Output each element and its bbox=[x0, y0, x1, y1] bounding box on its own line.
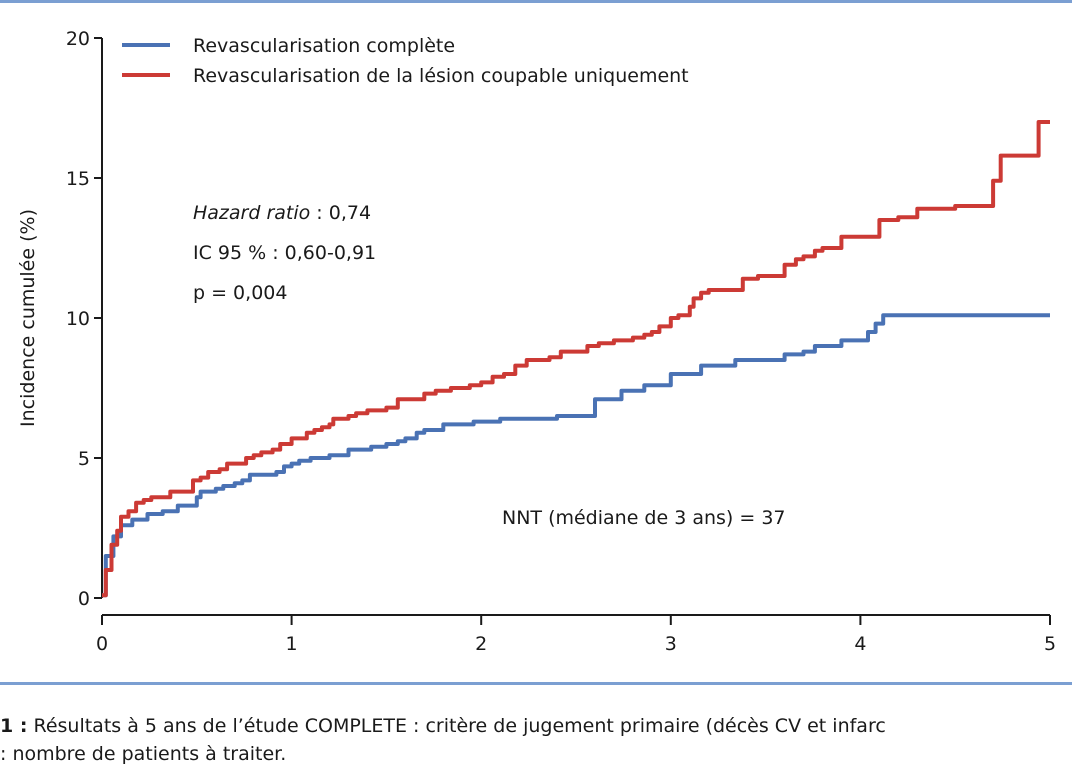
x-tick-label: 3 bbox=[665, 633, 677, 655]
hazard-ratio-label: Hazard ratio bbox=[193, 202, 310, 224]
y-tick-label: 20 bbox=[66, 28, 90, 50]
caption-line-1: 1 : Résultats à 5 ans de l’étude COMPLET… bbox=[0, 712, 1072, 740]
y-tick-label: 10 bbox=[66, 308, 90, 330]
x-tick-label: 4 bbox=[854, 633, 866, 655]
series-lines bbox=[102, 120, 1050, 598]
ci-text: IC 95 % : 0,60-0,91 bbox=[193, 242, 376, 264]
legend-label-culprit: Revascularisation de la lésion coupable … bbox=[193, 65, 689, 87]
bottom-rule bbox=[0, 682, 1072, 685]
caption-text-1: Résultats à 5 ans de l’étude COMPLETE : … bbox=[27, 715, 886, 737]
x-ticks: 0 1 2 3 4 5 bbox=[96, 615, 1056, 655]
x-tick-label: 1 bbox=[286, 633, 298, 655]
chart: 0 5 10 15 20 0 1 2 3 4 5 Incidence cumulée (%) Re… bbox=[17, 28, 1056, 655]
stats-annotation: Hazard ratio : 0,74 IC 95 % : 0,60-0,91 … bbox=[193, 202, 786, 529]
series-line-culprit bbox=[102, 120, 1050, 598]
nnt-text: NNT (médiane de 3 ans) = 37 bbox=[502, 507, 786, 529]
caption-line-2: : nombre de patients à traiter. bbox=[0, 743, 287, 765]
hazard-ratio-value: : 0,74 bbox=[310, 202, 371, 224]
figure-caption: 1 : Résultats à 5 ans de l’étude COMPLET… bbox=[0, 712, 1072, 768]
hazard-ratio-text: Hazard ratio : 0,74 bbox=[193, 202, 371, 224]
y-ticks: 0 5 10 15 20 bbox=[66, 28, 102, 610]
x-tick-label: 0 bbox=[96, 633, 108, 655]
p-value-text: p = 0,004 bbox=[193, 282, 287, 304]
y-tick-label: 0 bbox=[78, 588, 90, 610]
y-axis-label: Incidence cumulée (%) bbox=[17, 209, 39, 427]
y-tick-label: 15 bbox=[66, 168, 90, 190]
legend: Revascularisation complète Revascularisa… bbox=[122, 35, 689, 87]
top-rule bbox=[0, 0, 1072, 3]
caption-figure-label: 1 : bbox=[0, 715, 28, 737]
legend-label-complete: Revascularisation complète bbox=[193, 35, 455, 57]
series-line-complete bbox=[102, 313, 1050, 598]
x-tick-label: 2 bbox=[475, 633, 487, 655]
x-tick-label: 5 bbox=[1044, 633, 1056, 655]
y-tick-label: 5 bbox=[78, 448, 90, 470]
